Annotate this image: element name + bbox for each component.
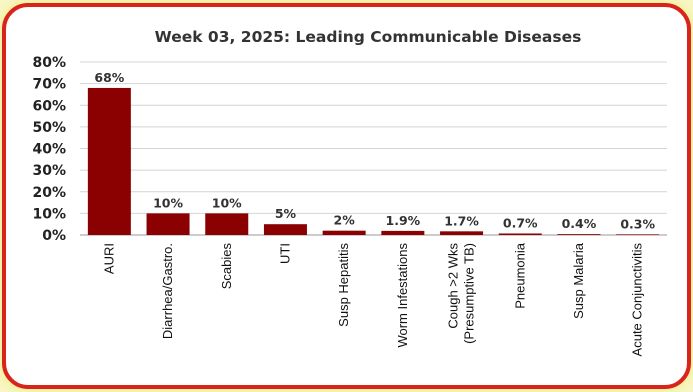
bar	[616, 234, 660, 235]
data-label: 0.4%	[562, 216, 597, 231]
bar	[87, 87, 131, 235]
data-label: 1.9%	[386, 213, 421, 228]
bar	[146, 213, 190, 235]
y-tick-label: 70%	[32, 77, 66, 93]
x-tick-label: UTI	[277, 243, 292, 264]
y-tick-label: 30%	[32, 163, 66, 179]
x-tick-label: AURI	[101, 243, 116, 274]
y-tick-label: 40%	[32, 142, 66, 158]
bar	[557, 234, 601, 235]
x-tick-label: Susp Hepatitis	[336, 243, 351, 327]
data-label: 68%	[94, 70, 124, 85]
x-tick-label: Worm Infestations	[395, 243, 410, 348]
x-tick-label: Susp Malaria	[571, 242, 586, 319]
y-tick-label: 50%	[32, 120, 66, 136]
y-tick-label: 80%	[32, 55, 66, 71]
data-label: 0.7%	[503, 215, 538, 230]
x-tick-label: Scabies	[219, 243, 234, 290]
y-tick-label: 10%	[32, 206, 66, 222]
y-tick-label: 0%	[42, 228, 66, 244]
bar	[498, 233, 542, 235]
x-tick-label: Pneumonia	[512, 242, 527, 309]
data-label: 10%	[212, 195, 242, 210]
bar	[263, 224, 307, 235]
x-tick-label: Acute Conjunctivitis	[630, 243, 645, 357]
chart-title: Week 03, 2025: Leading Communicable Dise…	[155, 28, 582, 46]
data-label: 2%	[334, 213, 356, 228]
y-tick-label: 20%	[32, 185, 66, 201]
data-label: 5%	[275, 206, 297, 221]
x-tick-label: Diarrhea/Gastro.	[160, 243, 175, 339]
data-label: 1.7%	[444, 213, 479, 228]
y-tick-label: 60%	[32, 98, 66, 114]
bar	[205, 213, 249, 235]
bar	[381, 230, 425, 235]
bar	[322, 230, 366, 235]
bar	[440, 231, 484, 235]
x-tick-label: (Presumptive TB)	[462, 243, 477, 344]
data-label: 10%	[153, 195, 183, 210]
x-tick-label: Cough >2 Wks	[446, 243, 461, 329]
data-label: 0.3%	[620, 216, 655, 231]
